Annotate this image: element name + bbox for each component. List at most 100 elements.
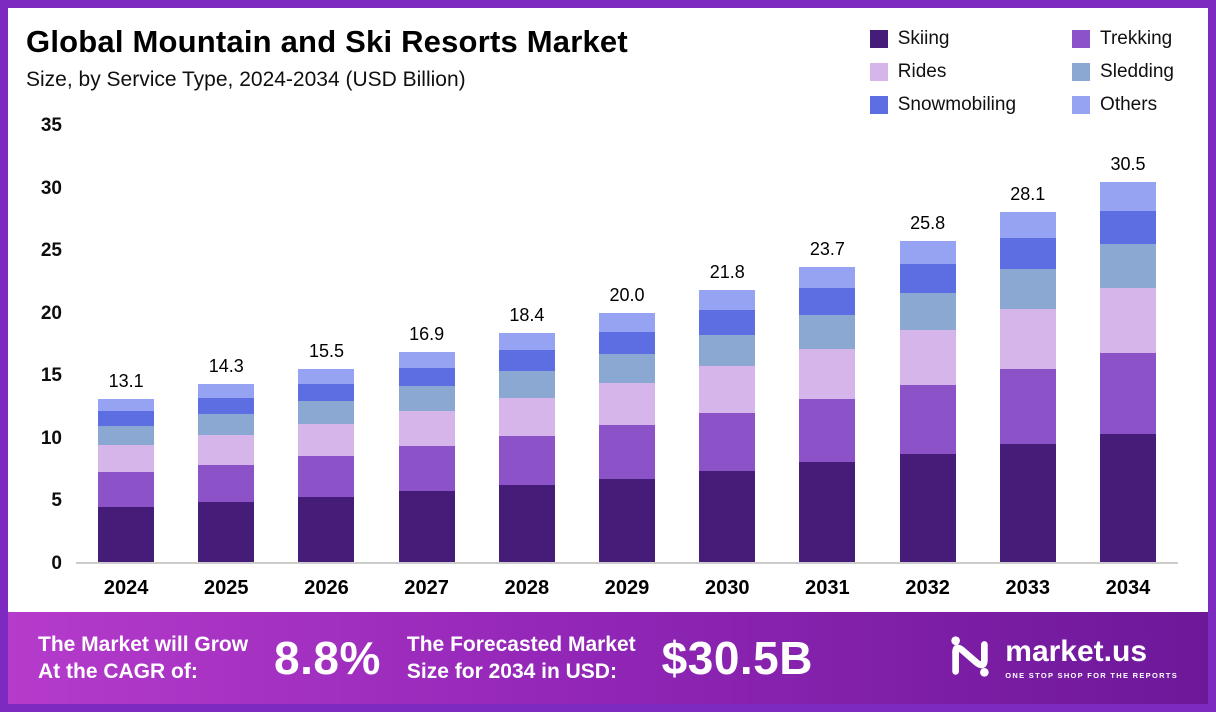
- x-axis-label-2030: 2030: [704, 577, 750, 599]
- y-tick-label: 10: [40, 427, 62, 449]
- bar-segment-trekking: [999, 368, 1056, 444]
- legend-label: Skiing: [897, 28, 950, 49]
- bar-segment-sledding: [398, 386, 455, 411]
- bar-segment-rides: [398, 410, 455, 447]
- chart-title: Global Mountain and Ski Resorts Market: [26, 24, 628, 59]
- bar-column-2031: 23.7: [777, 126, 877, 562]
- bar-segment-sledding: [599, 354, 656, 383]
- bar-column-2026: 15.5: [276, 126, 376, 562]
- y-tick-label: 5: [51, 490, 62, 512]
- y-tick-label: 30: [40, 177, 62, 199]
- marketus-logo-icon: [947, 633, 993, 684]
- bar-segment-skiing: [799, 462, 856, 562]
- x-axis-label-2029: 2029: [604, 577, 650, 599]
- legend-label: Trekking: [1100, 28, 1173, 49]
- bar-segment-others: [98, 398, 155, 412]
- plot-row: 0 5 10 15 20 25 30 35 13.1 14.3 15.5 16.9 18.4 20.0 2…: [20, 115, 1178, 574]
- bar-segment-skiing: [599, 478, 656, 562]
- bar-segment-others: [599, 312, 656, 332]
- x-axis-spacer: [20, 564, 76, 612]
- title-block: Global Mountain and Ski Resorts Market S…: [26, 24, 628, 92]
- bar-segment-trekking: [298, 456, 355, 498]
- x-axis-label-2031: 2031: [805, 577, 850, 599]
- bar-segment-sledding: [799, 315, 856, 349]
- bar-segment-snowmobiling: [699, 310, 756, 336]
- legend: Skiing Trekking Rides Sledding Snowmobiling O…: [869, 24, 1174, 116]
- bar-segment-others: [498, 332, 555, 351]
- brand-name: market.us: [1005, 634, 1148, 668]
- bar-total-label: 13.1: [108, 370, 144, 391]
- bar-segment-skiing: [298, 497, 355, 562]
- legend-item-rides[interactable]: Rides: [869, 61, 1016, 83]
- bar-segment-sledding: [98, 426, 155, 445]
- bar-segment-trekking: [699, 412, 756, 472]
- legend-item-trekking[interactable]: Trekking: [1072, 28, 1174, 50]
- y-tick-label: 15: [40, 365, 62, 387]
- bar-segment-trekking: [899, 385, 956, 454]
- y-tick-label: 20: [40, 302, 62, 324]
- y-tick-label: 35: [40, 115, 62, 136]
- y-tick-label: 25: [40, 240, 62, 262]
- bar-total-label: 23.7: [809, 238, 845, 259]
- bar-segment-rides: [699, 366, 756, 413]
- bar-segment-others: [899, 240, 956, 265]
- brand-tagline: ONE STOP SHOP FOR THE REPORTS: [1005, 670, 1178, 680]
- bar-segment-snowmobiling: [1099, 210, 1156, 245]
- bar-segment-trekking: [498, 436, 555, 485]
- x-axis-row: 2024 2025 2026 2027 2028 2029 2030 2031 2032 2033…: [20, 564, 1178, 612]
- legend-swatch-icon: [869, 96, 888, 114]
- bar-segment-trekking: [198, 464, 255, 503]
- bar-segment-skiing: [1099, 433, 1156, 562]
- chart-area: 0 5 10 15 20 25 30 35 13.1 14.3 15.5 16.9 18.4 20.0 2…: [8, 115, 1208, 612]
- legend-item-skiing[interactable]: Skiing: [869, 28, 1016, 50]
- bar-segment-rides: [999, 309, 1056, 369]
- bar-segment-others: [799, 266, 856, 288]
- legend-item-others[interactable]: Others: [1072, 94, 1174, 116]
- bar-segment-sledding: [1099, 244, 1156, 288]
- forecast-value: $30.5B: [661, 632, 813, 684]
- bar-total-label: 28.1: [1010, 184, 1046, 204]
- bar-segment-snowmobiling: [198, 398, 255, 415]
- bar-column-2027: 16.9: [377, 126, 477, 562]
- bar-column-2024: 13.1: [76, 126, 176, 562]
- x-axis-label-2026: 2026: [304, 577, 349, 599]
- bar-total-label: 20.0: [609, 284, 645, 305]
- x-axis-label-2033: 2033: [1005, 577, 1051, 599]
- x-axis-label-2027: 2027: [404, 577, 449, 599]
- bar-segment-sledding: [699, 335, 756, 367]
- bar-segment-snowmobiling: [98, 411, 155, 427]
- bar-segment-rides: [298, 423, 355, 457]
- brand-logo[interactable]: market.us ONE STOP SHOP FOR THE REPORTS: [947, 633, 1178, 684]
- chart-header: Global Mountain and Ski Resorts Market S…: [8, 8, 1208, 116]
- bar-total-label: 15.5: [308, 340, 344, 361]
- forecast-label-line1: The Forecasted Market: [406, 632, 636, 656]
- x-axis: 2024 2025 2026 2027 2028 2029 2030 2031 2032 2033…: [76, 564, 1178, 612]
- bar-segment-snowmobiling: [799, 287, 856, 316]
- legend-item-snowmobiling[interactable]: Snowmobiling: [869, 94, 1017, 116]
- bar-segment-snowmobiling: [999, 238, 1056, 270]
- bar-segment-snowmobiling: [498, 350, 555, 372]
- bar-segment-rides: [498, 397, 555, 437]
- legend-label: Snowmobiling: [897, 94, 1017, 115]
- x-axis-label-2034: 2034: [1105, 577, 1151, 599]
- cagr-label-line1: The Market will Grow: [38, 632, 249, 656]
- footer-banner: The Market will Grow At the CAGR of: 8.8…: [8, 612, 1208, 704]
- bar-segment-trekking: [1099, 352, 1156, 434]
- bar-segment-skiing: [98, 507, 155, 562]
- legend-item-sledding[interactable]: Sledding: [1072, 61, 1174, 83]
- bar-segment-trekking: [98, 472, 155, 508]
- legend-label: Others: [1100, 94, 1158, 115]
- x-axis-label-2025: 2025: [204, 577, 249, 599]
- legend-swatch-icon: [869, 30, 888, 48]
- x-axis-label-2028: 2028: [504, 577, 550, 599]
- legend-swatch-icon: [1072, 63, 1091, 81]
- bar-total-label: 21.8: [709, 262, 745, 283]
- bar-segment-rides: [599, 382, 656, 425]
- forecast-label: The Forecasted Market Size for 2034 in U…: [407, 631, 636, 686]
- x-axis-label-2024: 2024: [103, 577, 149, 599]
- bar-segment-trekking: [799, 398, 856, 463]
- bar-segment-trekking: [398, 446, 455, 491]
- bar-segment-sledding: [498, 371, 555, 398]
- bar-segment-snowmobiling: [298, 383, 355, 402]
- legend-swatch-icon: [1072, 96, 1091, 114]
